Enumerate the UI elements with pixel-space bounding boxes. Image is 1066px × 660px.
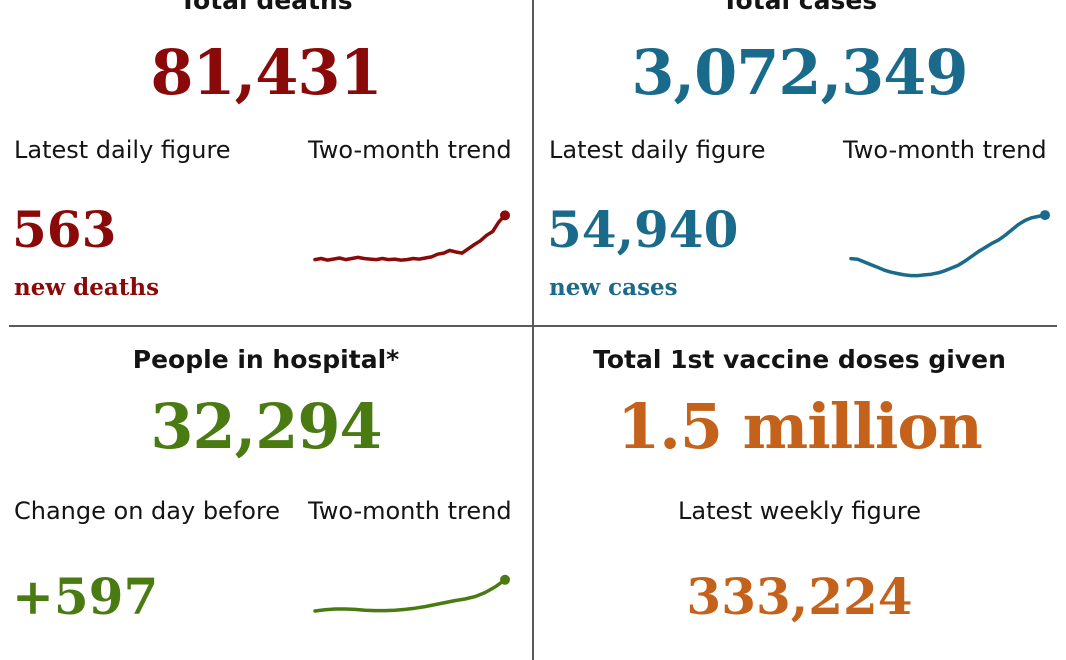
hospital-change-value: +597 (12, 567, 159, 626)
hospital-title: People in hospital* (132, 345, 400, 374)
hospital-trend-endpoint (500, 574, 510, 585)
deaths-title: Total deaths (179, 0, 353, 15)
deaths-total: 81,431 (150, 36, 382, 109)
hospital-trend-line (313, 578, 507, 613)
deaths-daily-unit: new deaths (14, 274, 160, 301)
vertical-divider (532, 0, 534, 660)
cases-trend-label: Two-month trend (843, 136, 1047, 164)
cases-trend-endpoint (1040, 210, 1050, 221)
deaths-daily-value: 563 (12, 200, 117, 259)
cases-daily-unit: new cases (549, 274, 678, 301)
cases-daily-value: 54,940 (547, 200, 739, 259)
cases-total: 3,072,349 (631, 36, 968, 109)
deaths-trend-line (313, 213, 507, 262)
cases-trend-sparkline (849, 210, 1050, 278)
cases-title: Total cases (721, 0, 878, 15)
hospital-trend-sparkline (313, 574, 510, 613)
deaths-daily-label: Latest daily figure (14, 136, 231, 164)
vaccine-weekly-label: Latest weekly figure (677, 497, 922, 525)
hospital-trend-label: Two-month trend (308, 497, 512, 525)
cases-daily-label: Latest daily figure (549, 136, 766, 164)
hospital-change-label: Change on day before (14, 497, 281, 525)
vaccine-title: Total 1st vaccine doses given (593, 345, 1006, 374)
deaths-trend-endpoint (500, 210, 510, 221)
deaths-trend-sparkline (313, 210, 510, 262)
deaths-trend-label: Two-month trend (308, 136, 512, 164)
hospital-total: 32,294 (150, 390, 382, 463)
horizontal-divider (9, 325, 1057, 327)
vaccine-total: 1.5 million (617, 390, 983, 463)
cases-trend-line (849, 213, 1047, 278)
vaccine-weekly-value: 333,224 (686, 567, 913, 626)
